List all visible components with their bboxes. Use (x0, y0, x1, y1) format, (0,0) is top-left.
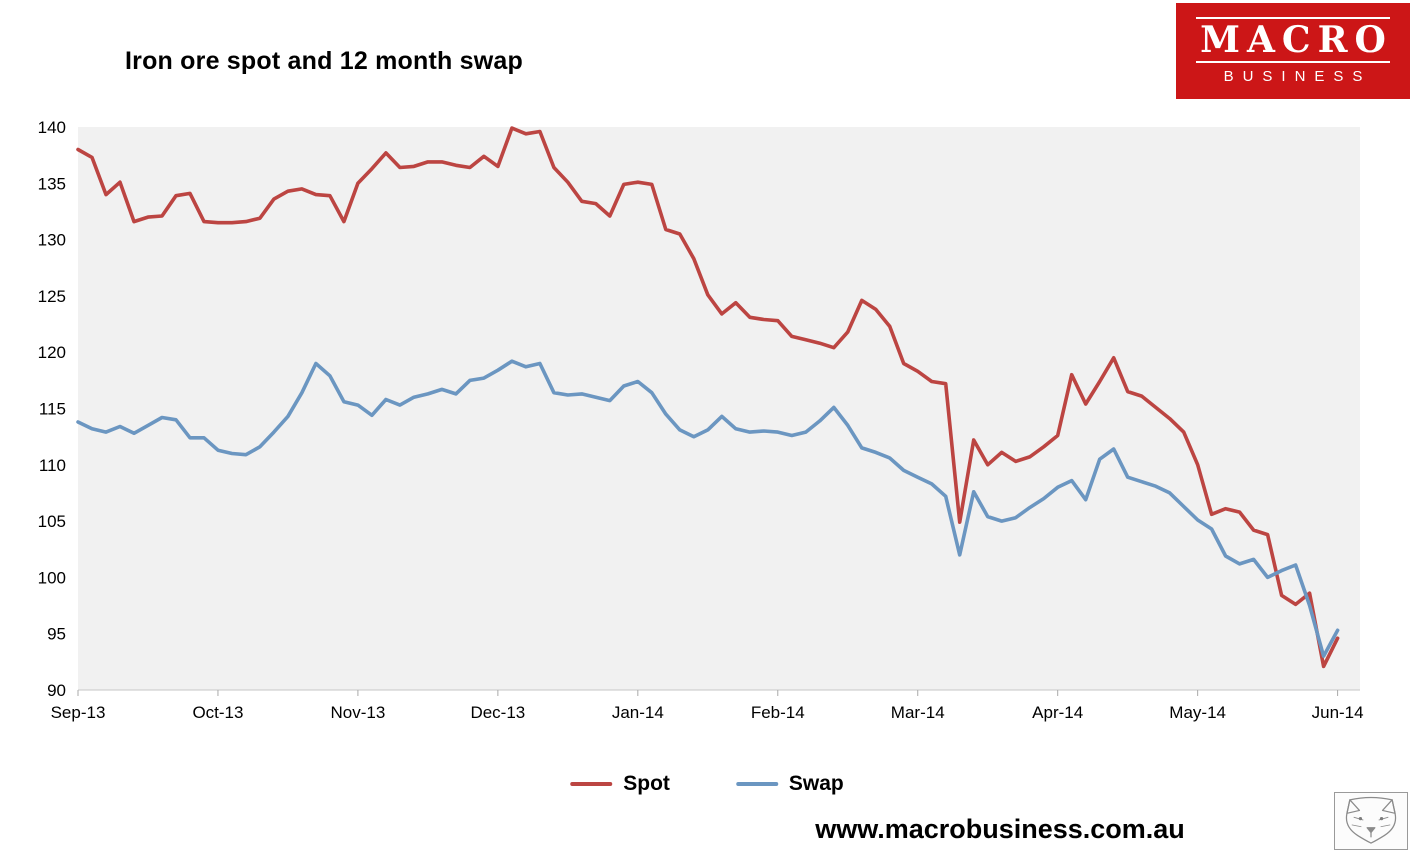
legend-label-swap: Swap (788, 772, 844, 795)
legend-label-spot: Spot (623, 772, 670, 795)
logo-top-rule (1196, 16, 1390, 19)
chart-title: Iron ore spot and 12 month swap (125, 46, 523, 75)
svg-text:115: 115 (39, 400, 66, 419)
logo-divider-rule (1196, 61, 1390, 64)
legend-item-swap: Swap (735, 772, 844, 796)
svg-text:Dec-13: Dec-13 (470, 703, 525, 722)
macrobusiness-logo: MACRO BUSINESS (1176, 3, 1410, 99)
svg-text:130: 130 (38, 231, 66, 250)
fox-sketch (1345, 796, 1397, 844)
swap-line-swatch (735, 782, 778, 786)
svg-text:Sep-13: Sep-13 (51, 703, 106, 722)
legend-item-spot: Spot (570, 772, 670, 796)
svg-text:95: 95 (47, 625, 66, 644)
svg-text:Oct-13: Oct-13 (192, 703, 243, 722)
svg-text:140: 140 (38, 118, 66, 137)
svg-text:110: 110 (39, 456, 66, 475)
spot-line-swatch (570, 782, 613, 786)
logo-text-macro: MACRO (1200, 18, 1393, 61)
fox-logo-icon (1334, 792, 1408, 850)
svg-text:90: 90 (47, 681, 66, 700)
svg-text:135: 135 (38, 174, 66, 193)
svg-text:105: 105 (38, 512, 66, 531)
chart-legend: Spot Swap (570, 772, 844, 796)
svg-text:Jan-14: Jan-14 (612, 703, 664, 722)
svg-text:Feb-14: Feb-14 (751, 703, 805, 722)
footer-url: www.macrobusiness.com.au (815, 814, 1185, 844)
svg-text:Mar-14: Mar-14 (891, 703, 945, 722)
svg-text:May-14: May-14 (1169, 703, 1226, 722)
logo-text-business: BUSINESS (1223, 68, 1372, 86)
svg-text:100: 100 (38, 568, 66, 587)
svg-text:Jun-14: Jun-14 (1312, 703, 1364, 722)
svg-text:125: 125 (38, 287, 66, 306)
svg-text:Apr-14: Apr-14 (1032, 703, 1083, 722)
svg-text:120: 120 (38, 343, 66, 362)
svg-text:Nov-13: Nov-13 (331, 703, 386, 722)
